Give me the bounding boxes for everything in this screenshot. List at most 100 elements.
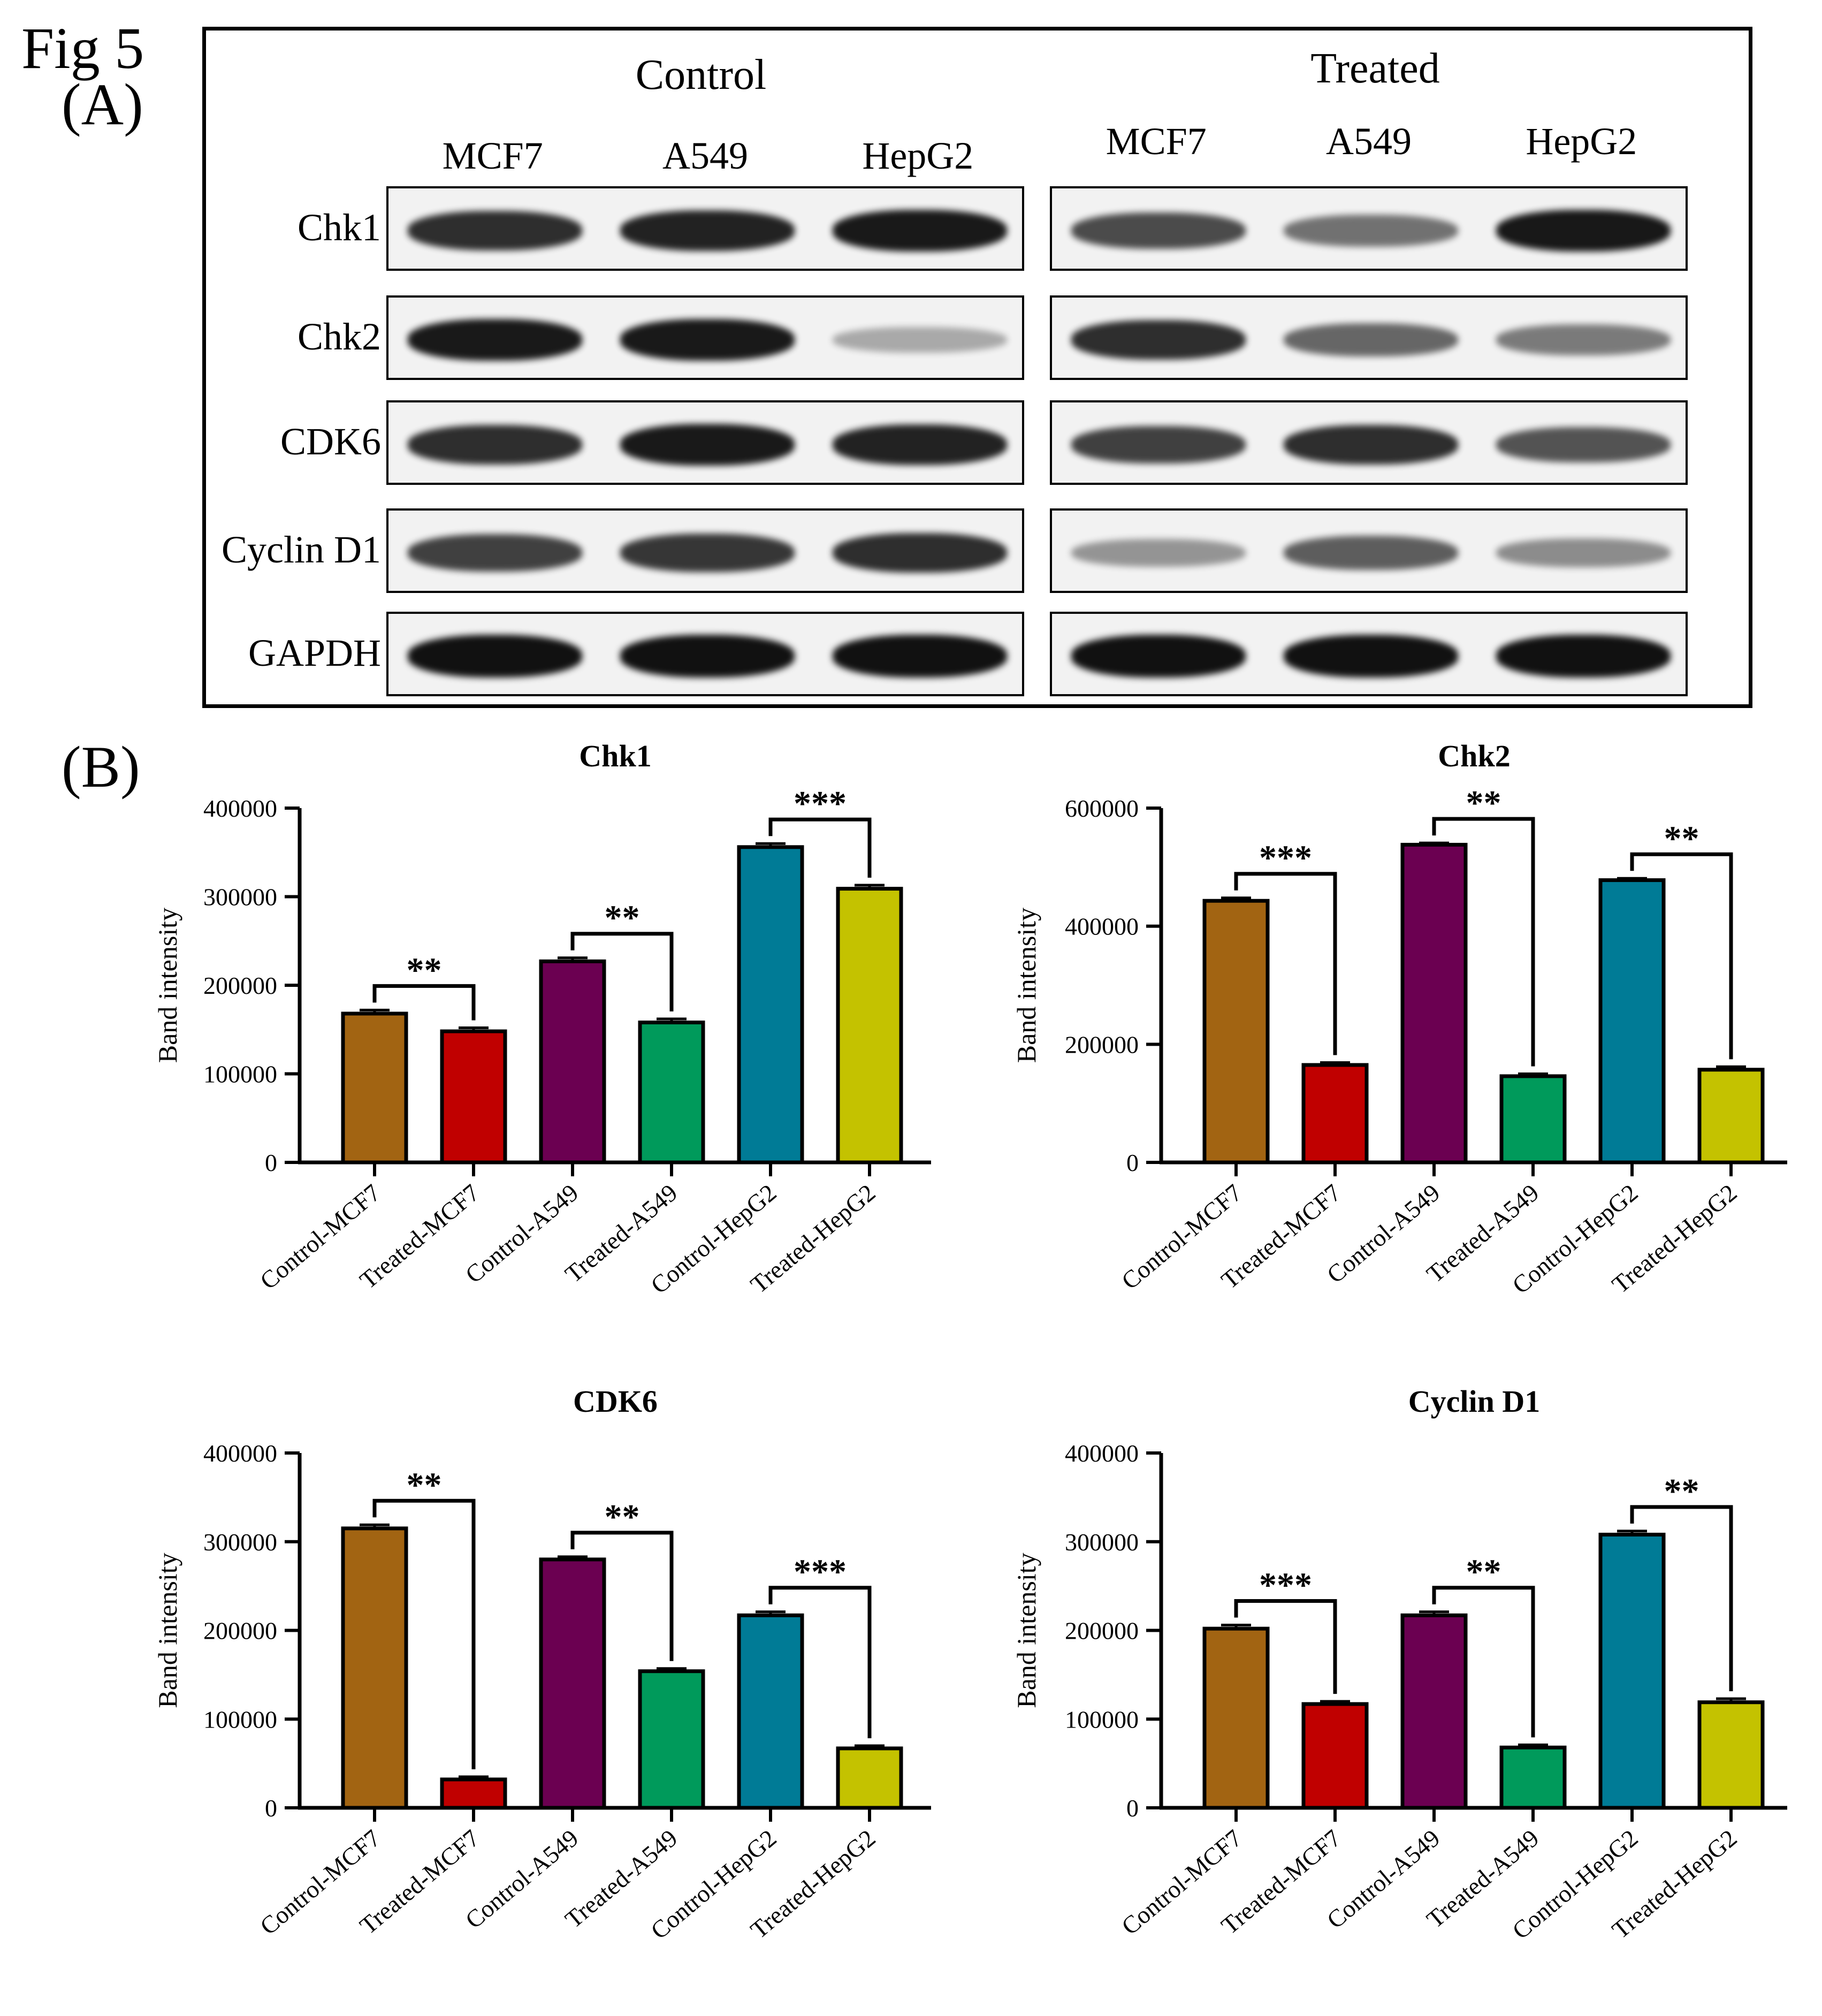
significance-label: ***: [1259, 1566, 1312, 1605]
y-tick-label: 0: [1126, 1149, 1139, 1176]
significance-bracket: [1432, 817, 1535, 1067]
blot-band: [1496, 324, 1671, 355]
bar: [1202, 899, 1270, 1165]
y-tick-label: 100000: [203, 1061, 277, 1088]
blot-band: [407, 319, 582, 361]
y-axis-label: Band intensity: [153, 908, 182, 1063]
blot-band: [620, 210, 795, 251]
bar: [1301, 1702, 1369, 1810]
significance-label: **: [407, 950, 442, 990]
blot-band: [833, 327, 1008, 353]
blot-group-label: Treated: [1310, 45, 1440, 92]
significance-label: ***: [794, 1553, 847, 1592]
bar: [1499, 1745, 1567, 1810]
y-tick-label: 200000: [203, 972, 277, 999]
significance-bracket: [1630, 852, 1733, 1060]
blot-panel: [1050, 186, 1688, 271]
y-axis-label: Band intensity: [1011, 1553, 1041, 1708]
blot-band: [620, 319, 795, 361]
blot-band: [833, 424, 1008, 465]
y-tick-label: 400000: [1065, 1440, 1139, 1467]
blot-band: [1284, 215, 1458, 247]
bar: [737, 845, 804, 1165]
y-tick-label: 0: [265, 1794, 277, 1822]
y-tick-label: 100000: [1065, 1706, 1139, 1733]
bar: [539, 1557, 606, 1810]
significance-bracket: [372, 1498, 476, 1769]
blot-lane-label: HepG2: [1526, 120, 1637, 163]
blot-band: [620, 424, 795, 466]
bar: [638, 1021, 705, 1165]
blot-panel: [386, 508, 1024, 593]
significance-label: **: [605, 899, 640, 938]
blot-protein-label: Cyclin D1: [222, 528, 381, 571]
blot-band: [1284, 323, 1458, 356]
blot-lane-label: A549: [1326, 120, 1412, 163]
chart-0: Chk1 Band intensity 0 100000 200000 300000 400…: [153, 739, 931, 1299]
y-tick-label: 0: [265, 1149, 277, 1176]
bar: [440, 1777, 507, 1810]
y-tick-label: 200000: [1065, 1617, 1139, 1645]
significance-label: **: [1664, 1472, 1699, 1511]
bar: [836, 1746, 903, 1810]
y-tick-label: 300000: [203, 1528, 277, 1556]
blot-lane-label: A549: [662, 134, 748, 177]
blot-band: [1071, 539, 1246, 567]
blot-protein-label: Chk2: [297, 315, 381, 358]
y-tick-label: 600000: [1065, 795, 1139, 822]
significance-label: **: [1664, 819, 1699, 858]
significance-bracket: [768, 817, 872, 878]
y-tick-label: 100000: [203, 1706, 277, 1733]
significance-label: **: [1466, 1553, 1501, 1592]
bar: [1301, 1063, 1369, 1165]
panel-a-label: (A): [62, 72, 143, 137]
y-axis-label: Band intensity: [153, 1553, 182, 1708]
bar: [836, 887, 903, 1165]
significance-bracket: [570, 932, 674, 1011]
figure-label: Fig 5: [21, 16, 144, 81]
blot-band: [1496, 209, 1671, 252]
bar: [341, 1011, 408, 1165]
bar: [1598, 1532, 1666, 1810]
bar: [1598, 878, 1666, 1165]
y-tick-label: 400000: [203, 1440, 277, 1467]
panel-b-label: (B): [62, 734, 140, 800]
western-blot-frame: [202, 27, 1752, 708]
significance-bracket: [372, 984, 476, 1021]
bar: [737, 1613, 804, 1810]
y-tick-label: 400000: [1065, 913, 1139, 940]
significance-bracket: [570, 1531, 674, 1661]
blot-band: [1284, 536, 1458, 570]
bar: [341, 1526, 408, 1810]
chart-3: Cyclin D1 Band intensity 0 100000 200000 3000…: [1011, 1384, 1787, 1944]
blot-band: [833, 635, 1008, 678]
blot-band: [407, 211, 582, 250]
bar: [638, 1669, 705, 1810]
chart-title: Chk1: [579, 739, 651, 773]
blot-protein-label: GAPDH: [248, 632, 381, 674]
significance-bracket: [1234, 872, 1337, 1055]
blot-band: [833, 210, 1008, 252]
y-tick-label: 300000: [1065, 1528, 1139, 1556]
blot-band: [407, 635, 582, 678]
significance-bracket: [1432, 1586, 1535, 1738]
bar: [1499, 1074, 1567, 1165]
significance-bracket: [768, 1586, 872, 1738]
blot-band: [1071, 635, 1246, 678]
blot-band: [407, 425, 582, 465]
blot-band: [1071, 212, 1246, 249]
significance-label: ***: [1259, 839, 1312, 878]
bar: [1697, 1068, 1765, 1165]
significance-label: ***: [794, 784, 847, 823]
blot-lane-label: MCF7: [1106, 120, 1207, 163]
significance-label: **: [1466, 783, 1501, 823]
blot-band: [620, 534, 795, 572]
blot-band: [833, 533, 1008, 573]
significance-bracket: [1234, 1599, 1337, 1694]
blot-panel: [386, 400, 1024, 485]
bar: [539, 959, 606, 1165]
blot-band: [1284, 425, 1458, 465]
bar: [1400, 842, 1468, 1165]
